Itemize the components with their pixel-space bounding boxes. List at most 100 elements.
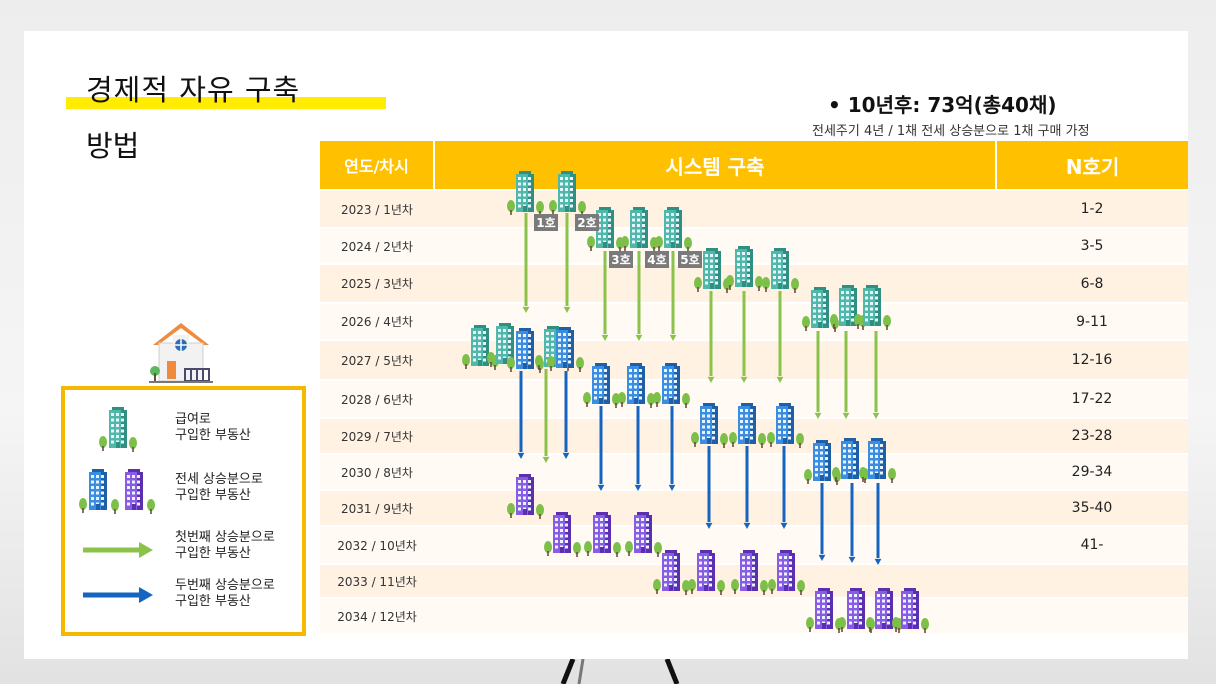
purple-building-icon (593, 512, 611, 553)
tree-icon (883, 315, 891, 330)
unit-label: 3호 (611, 253, 630, 267)
table-row (320, 491, 1188, 525)
table-row (320, 304, 1188, 339)
tree-icon (720, 433, 728, 448)
tree-icon (797, 580, 805, 595)
blue-building-icon (516, 328, 534, 369)
n-cell: 17-22 (1071, 391, 1113, 407)
teal-building-icon (496, 323, 514, 364)
n-cell: 3-5 (1080, 238, 1104, 254)
legend: 급여로 구입한 부동산 전세 상승분으로 구입한 부동산 첫번째 상승분으로 구… (61, 386, 306, 636)
summary-bullet: • 10년후: 73억(총40채) (828, 93, 1057, 117)
year-cell: 2034 / 12년차 (337, 609, 417, 624)
teal-building-icon (471, 325, 489, 366)
unit-label-bg (645, 251, 669, 268)
tree-icon (653, 392, 661, 407)
tree-icon (802, 316, 810, 331)
blue-building-icon (738, 403, 756, 444)
blue-arrow-icon (705, 446, 713, 529)
table-row (320, 599, 1188, 633)
unit-label-bg (575, 214, 599, 231)
tree-icon (462, 354, 470, 369)
year-cell: 2029 / 7년차 (341, 429, 413, 444)
tree-icon (578, 201, 586, 216)
table-row (320, 455, 1188, 489)
house-icon (149, 321, 213, 391)
purple-building-icon (125, 469, 143, 510)
tree-icon (804, 469, 812, 484)
tree-icon (760, 580, 768, 595)
tree-icon (536, 201, 544, 216)
tree-icon (888, 468, 896, 483)
year-cell: 2025 / 3년차 (341, 277, 413, 291)
year-cell: 2027 / 5년차 (341, 353, 413, 368)
n-cell: 29-34 (1071, 464, 1113, 480)
purple-building-icon (815, 588, 833, 629)
blue-building-icon (662, 363, 680, 404)
tree-icon (612, 393, 620, 408)
blue-arrow-icon (634, 406, 642, 491)
blue-building-icon (592, 363, 610, 404)
green-arrow-icon (740, 291, 748, 383)
tree-icon (583, 392, 591, 407)
header-n: N호기 (997, 141, 1188, 189)
table-row (320, 229, 1188, 263)
green-arrow-icon (814, 331, 822, 419)
tree-icon (892, 617, 900, 632)
tree-icon (544, 541, 552, 556)
purple-building-icon (662, 550, 680, 591)
tree-icon (726, 275, 734, 290)
purple-building-icon (847, 588, 865, 629)
tree-icon (768, 579, 776, 594)
tree-icon (767, 432, 775, 447)
title-highlight (66, 97, 386, 109)
teal-building-icon (771, 248, 789, 289)
tree-icon (717, 580, 725, 595)
unit-label: 4호 (647, 253, 666, 267)
tree-icon (507, 503, 515, 518)
tree-icon (682, 580, 690, 595)
table-row (320, 265, 1188, 302)
tree-icon (99, 436, 107, 451)
purple-building-icon (901, 588, 919, 629)
green-arrow-icon (872, 331, 880, 419)
purple-building-icon (553, 512, 571, 553)
blue-building-icon (813, 440, 831, 481)
blue-building-icon (556, 327, 574, 368)
n-cell: 41- (1080, 537, 1104, 553)
n-cell: 35-40 (1071, 500, 1113, 516)
teal-building-icon (863, 285, 881, 326)
purple-building-icon (516, 474, 534, 515)
blue-arrow-icon (780, 446, 788, 529)
teal-building-icon (664, 207, 682, 248)
green-arrow-icon (542, 369, 550, 463)
tree-icon (653, 579, 661, 594)
blue-arrow-icon (743, 446, 751, 529)
year-cell: 2028 / 6년차 (341, 392, 413, 407)
tree-icon (832, 467, 840, 482)
tree-icon (625, 541, 633, 556)
slide: 경제적 자유 구축 방법 • 10년후: 73억(총40채) 전세주기 4년 /… (24, 31, 1188, 659)
tree-icon (618, 392, 626, 407)
tree-icon (731, 579, 739, 594)
green-arrow-icon (669, 251, 677, 341)
tree-icon (921, 618, 929, 633)
tree-icon (129, 437, 137, 452)
tree-icon (866, 617, 874, 632)
green-arrow-icon (707, 291, 715, 383)
n-cell: 12-16 (1071, 352, 1113, 368)
n-cell: 1-2 (1080, 201, 1104, 217)
teal-building-icon (558, 171, 576, 212)
tree-icon (549, 200, 557, 215)
tree-icon (796, 433, 804, 448)
year-cell: 2033 / 11년차 (337, 574, 417, 589)
year-cell: 2032 / 10년차 (337, 538, 417, 553)
year-cell: 2024 / 2년차 (341, 239, 413, 254)
tree-icon (758, 433, 766, 448)
blue-arrow-icon (517, 371, 525, 459)
tree-icon (682, 393, 690, 408)
unit-label-bg (534, 214, 558, 231)
tree-icon (507, 357, 515, 372)
tree-icon (654, 542, 662, 557)
tree-icon (684, 237, 692, 252)
